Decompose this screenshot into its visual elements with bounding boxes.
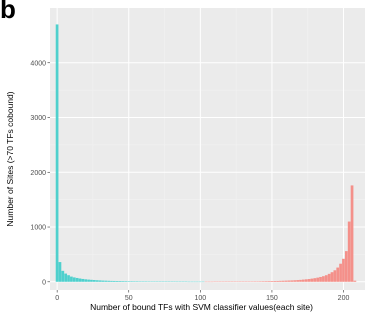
y-tick-label: 0	[42, 279, 46, 286]
histogram-bar	[307, 279, 311, 282]
histogram-bar	[339, 263, 342, 282]
histogram-bar	[287, 280, 291, 282]
histogram-bar	[313, 278, 317, 282]
histogram-bar	[118, 281, 122, 282]
histogram-bar	[104, 280, 108, 282]
histogram-bar	[101, 280, 105, 282]
histogram-bar	[75, 277, 79, 282]
histogram-bar	[67, 275, 70, 282]
histogram-bars	[55, 24, 357, 283]
y-tick-label: 4000	[30, 60, 46, 67]
histogram-bar	[293, 280, 297, 282]
histogram-bar	[90, 279, 93, 282]
histogram-bar	[121, 281, 125, 282]
histogram-bar	[347, 221, 351, 282]
histogram-bar	[270, 281, 274, 282]
x-tick-label: 0	[55, 295, 59, 302]
x-tick-label: 100	[194, 295, 206, 302]
histogram-bar	[342, 258, 345, 282]
y-tick-label: 1000	[30, 225, 46, 232]
histogram-bar	[276, 280, 279, 282]
histogram-bar	[299, 279, 302, 282]
histogram-bar	[58, 262, 62, 282]
histogram-bar	[113, 280, 116, 282]
histogram-bar	[261, 281, 265, 282]
histogram-bar	[95, 280, 99, 282]
histogram-bar	[336, 267, 340, 282]
x-tick-label: 150	[266, 295, 278, 302]
histogram-bar	[330, 272, 334, 282]
histogram-bar	[78, 278, 82, 282]
histogram-bar	[70, 276, 73, 282]
histogram-bar	[350, 185, 354, 282]
histogram-bar	[84, 279, 88, 282]
y-tick-label: 3000	[30, 115, 46, 122]
histogram-bar	[107, 280, 110, 282]
histogram-bar	[316, 277, 320, 282]
histogram-bar	[344, 251, 348, 282]
histogram-bar	[130, 281, 133, 282]
histogram-bar	[327, 273, 331, 282]
x-axis-title: Number of bound TFs with SVM classifier …	[90, 302, 313, 312]
histogram-bar	[98, 280, 102, 282]
histogram-bar	[115, 281, 119, 282]
histogram-bar	[87, 279, 90, 282]
histogram-bar	[279, 280, 282, 282]
histogram-bar	[302, 279, 305, 282]
histogram-bar	[284, 280, 288, 282]
histogram-bar	[61, 270, 65, 282]
histogram-bar	[273, 281, 277, 282]
histogram-bar	[296, 280, 299, 282]
histogram-bar	[92, 280, 96, 282]
x-tick-label: 200	[338, 295, 350, 302]
histogram-bar	[322, 276, 325, 282]
histogram-bar	[124, 281, 128, 282]
y-axis-title: Number of Sites (>70 TFs cobound)	[5, 91, 15, 226]
histogram-bar	[281, 280, 285, 282]
histogram-bar	[333, 270, 337, 282]
plot-panel	[50, 8, 365, 290]
histogram-bar	[304, 279, 308, 282]
histogram-bar	[81, 278, 85, 282]
histogram-bar	[127, 281, 131, 282]
histogram-bar	[264, 281, 268, 282]
histogram-bar	[55, 24, 59, 282]
y-tick-label: 2000	[30, 170, 46, 177]
histogram-bar	[310, 278, 314, 282]
histogram-bar	[353, 280, 357, 282]
x-tick-label: 50	[125, 295, 133, 302]
histogram-bar	[319, 276, 322, 282]
histogram-bar	[324, 275, 328, 282]
histogram-bar	[290, 280, 294, 282]
panel-label: b	[0, 0, 16, 24]
histogram-bar	[110, 280, 113, 282]
histogram-bar	[267, 281, 271, 282]
histogram-bar	[72, 277, 76, 282]
histogram-bar	[64, 273, 68, 282]
